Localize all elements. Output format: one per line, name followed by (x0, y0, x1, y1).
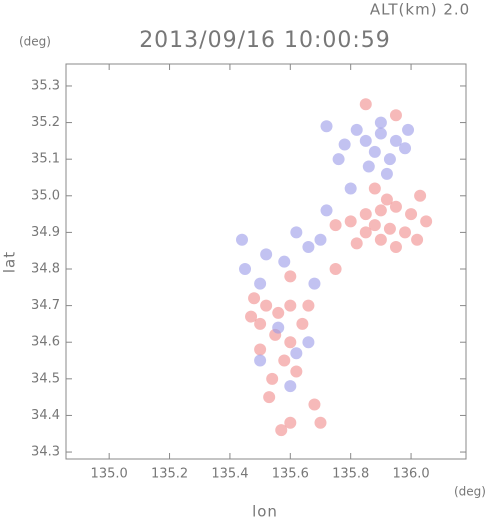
echo-point (420, 215, 433, 228)
echo-point (266, 372, 279, 385)
echo-point (368, 219, 381, 232)
echo-point (380, 193, 393, 206)
echo-point (290, 347, 303, 360)
echo-point (278, 354, 291, 367)
echo-point (239, 263, 252, 276)
y-tick-label: 34.6 (31, 335, 60, 350)
echo-point (359, 208, 372, 221)
y-tick-label: 34.7 (31, 298, 60, 313)
echo-point (414, 189, 427, 202)
y-tick-label: 34.3 (31, 445, 60, 460)
echo-point (389, 109, 402, 122)
echo-point (344, 215, 357, 228)
echo-point (389, 134, 402, 147)
echo-point (405, 208, 418, 221)
echo-point (290, 365, 303, 378)
y-tick-label: 35.1 (31, 152, 60, 167)
echo-point (383, 153, 396, 166)
echo-point (260, 248, 273, 261)
y-tick-label: 34.8 (31, 262, 60, 277)
echo-point (272, 321, 285, 334)
echo-point (350, 123, 363, 136)
y-tick-label: 34.9 (31, 225, 60, 240)
x-tick-label: 135.8 (332, 467, 369, 482)
echo-point (296, 317, 309, 330)
echo-point (236, 233, 248, 246)
echo-point (368, 145, 381, 158)
x-unit: (deg) (454, 485, 486, 499)
x-tick-label: 135.4 (211, 467, 248, 482)
echo-point (314, 416, 327, 429)
echo-point (362, 160, 375, 173)
y-tick-label: 35.0 (31, 188, 60, 203)
echo-point (411, 233, 424, 246)
y-axis-label: lat (1, 251, 19, 273)
altitude-label: ALT(km) 2.0 (370, 1, 470, 19)
echo-point (254, 354, 267, 367)
echo-point (359, 134, 372, 147)
echo-point (290, 226, 303, 239)
echo-point (368, 182, 381, 195)
echo-point (380, 167, 393, 180)
echo-point (374, 127, 387, 140)
echo-point (284, 380, 297, 393)
x-tick-label: 135.0 (91, 467, 128, 482)
echo-point (284, 299, 297, 312)
echo-point (359, 226, 372, 239)
echo-point (389, 241, 402, 254)
echo-point (320, 120, 333, 133)
x-tick-label: 135.6 (272, 467, 309, 482)
echo-point (320, 204, 333, 217)
echo-point (350, 237, 363, 250)
echo-point (284, 270, 297, 283)
echo-point (399, 226, 412, 239)
echo-point (399, 142, 412, 155)
echo-point (374, 233, 387, 246)
echo-point (402, 123, 415, 136)
y-tick-label: 35.2 (31, 115, 60, 130)
echo-point (329, 263, 342, 276)
echo-point (374, 204, 387, 217)
echo-point (374, 116, 387, 129)
echo-point (302, 336, 315, 349)
x-tick-label: 135.2 (151, 467, 188, 482)
echo-point (359, 98, 372, 111)
echo-point (308, 277, 321, 290)
echo-point (284, 416, 297, 429)
y-tick-label: 34.5 (31, 371, 60, 386)
echo-point (272, 306, 285, 319)
x-tick-label: 136.0 (392, 467, 429, 482)
echo-point (278, 255, 291, 268)
y-tick-label: 34.4 (31, 408, 60, 423)
echo-point (260, 299, 273, 312)
y-tick-label: 35.3 (31, 78, 60, 93)
echo-point (302, 241, 315, 254)
echo-point (308, 398, 321, 411)
echo-point (248, 292, 261, 305)
echo-point (254, 277, 267, 290)
echo-point (332, 153, 345, 166)
plot-frame (65, 63, 467, 460)
x-axis-label: lon (252, 503, 278, 521)
echo-point (344, 182, 357, 195)
echo-point (338, 138, 351, 151)
echo-point (275, 424, 288, 437)
echo-point (302, 299, 315, 312)
echo-point (254, 343, 267, 356)
y-unit: (deg) (19, 35, 51, 49)
echo-point (314, 233, 327, 246)
echo-point (254, 317, 267, 330)
echo-point (389, 200, 402, 213)
echo-point (284, 336, 297, 349)
echo-point (383, 222, 396, 235)
echo-point (263, 391, 276, 404)
echo-point (329, 219, 342, 232)
echo-point (245, 310, 258, 323)
chart-title: 2013/09/16 10:00:59 (139, 28, 391, 53)
